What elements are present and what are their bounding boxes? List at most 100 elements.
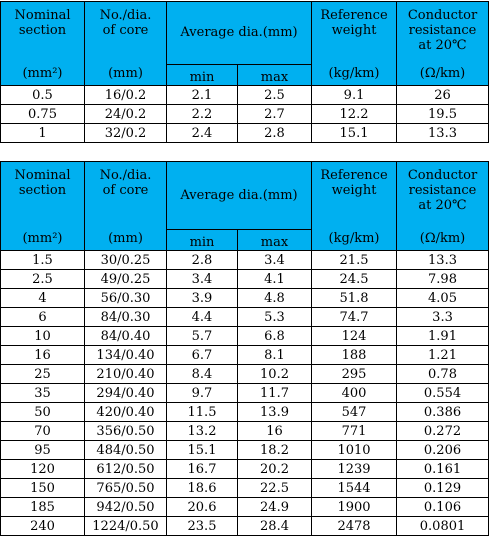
cell-core: 16/0.2 bbox=[84, 85, 167, 105]
cell-min-dia: 8.4 bbox=[166, 364, 238, 384]
header-nominal-line2: section bbox=[18, 183, 67, 198]
table-row: 0.5 16/0.2 2.1 2.5 9.1 26 bbox=[0, 85, 489, 105]
cell-min-dia: 2.4 bbox=[166, 123, 238, 143]
header-nominal-unit: (mm²) bbox=[22, 231, 63, 246]
cell-nominal-section: 0.5 bbox=[0, 85, 85, 105]
cell-conductor-resistance: 1.91 bbox=[396, 326, 489, 346]
cell-conductor-resistance: 26 bbox=[396, 85, 489, 105]
cell-min-dia: 3.4 bbox=[166, 269, 238, 289]
cell-reference-weight: 124 bbox=[311, 326, 398, 346]
cell-core: 612/0.50 bbox=[84, 459, 167, 479]
header-res-line3: at 20℃ bbox=[418, 198, 467, 213]
cell-conductor-resistance: 0.106 bbox=[396, 497, 489, 517]
cell-reference-weight: 400 bbox=[311, 383, 398, 403]
cell-conductor-resistance: 7.98 bbox=[396, 269, 489, 289]
cell-reference-weight: 21.5 bbox=[311, 250, 398, 270]
table-row: 16 134/0.40 6.7 8.1 188 1.21 bbox=[0, 345, 489, 365]
header-ref-line1: Reference bbox=[320, 168, 388, 183]
table-row: 6 84/0.30 4.4 5.3 74.7 3.3 bbox=[0, 307, 489, 327]
cell-min-dia: 15.1 bbox=[166, 440, 238, 460]
header-core-line1: No./dia. bbox=[99, 168, 152, 183]
cell-min-dia: 23.5 bbox=[166, 516, 238, 536]
header-core: No./dia. of core (mm) bbox=[84, 161, 167, 251]
cell-max-dia: 18.2 bbox=[236, 440, 313, 460]
cell-nominal-section: 50 bbox=[0, 402, 85, 422]
cell-conductor-resistance: 0.78 bbox=[396, 364, 489, 384]
cell-reference-weight: 1010 bbox=[311, 440, 398, 460]
cell-max-dia: 22.5 bbox=[236, 478, 313, 498]
cell-conductor-resistance: 0.206 bbox=[396, 440, 489, 460]
header-nominal-section: Nominal section (mm²) bbox=[0, 161, 85, 251]
cell-conductor-resistance: 0.0801 bbox=[396, 516, 489, 536]
header-core: No./dia. of core (mm) bbox=[84, 1, 167, 86]
cell-max-dia: 8.1 bbox=[236, 345, 313, 365]
cell-max-dia: 28.4 bbox=[236, 516, 313, 536]
table-row: 240 1224/0.50 23.5 28.4 2478 0.0801 bbox=[0, 516, 489, 536]
cell-conductor-resistance: 0.554 bbox=[396, 383, 489, 403]
header-ref-unit: (kg/km) bbox=[328, 66, 380, 81]
cell-max-dia: 3.4 bbox=[236, 250, 313, 270]
cell-conductor-resistance: 4.05 bbox=[396, 288, 489, 308]
cell-nominal-section: 150 bbox=[0, 478, 85, 498]
cell-nominal-section: 16 bbox=[0, 345, 85, 365]
spec-table-small-sections: Nominal section (mm²) No./dia. of core (… bbox=[0, 1, 489, 143]
cell-max-dia: 2.5 bbox=[236, 85, 313, 105]
header-reference-weight: Reference weight (kg/km) bbox=[311, 1, 398, 86]
cell-reference-weight: 51.8 bbox=[311, 288, 398, 308]
cell-nominal-section: 120 bbox=[0, 459, 85, 479]
header-core-line1: No./dia. bbox=[99, 8, 152, 23]
cell-min-dia: 4.4 bbox=[166, 307, 238, 327]
header-res-line1: Conductor bbox=[407, 168, 478, 183]
cell-reference-weight: 9.1 bbox=[311, 85, 398, 105]
cell-core: 24/0.2 bbox=[84, 104, 167, 124]
header-reference-weight: Reference weight (kg/km) bbox=[311, 161, 398, 251]
cell-reference-weight: 1239 bbox=[311, 459, 398, 479]
cell-max-dia: 10.2 bbox=[236, 364, 313, 384]
table-row: 150 765/0.50 18.6 22.5 1544 0.129 bbox=[0, 478, 489, 498]
cell-core: 49/0.25 bbox=[84, 269, 167, 289]
cell-reference-weight: 771 bbox=[311, 421, 398, 441]
header-nominal-line2: section bbox=[18, 23, 67, 38]
cell-min-dia: 20.6 bbox=[166, 497, 238, 517]
table-row: 4 56/0.30 3.9 4.8 51.8 4.05 bbox=[0, 288, 489, 308]
header-min-label: min bbox=[189, 70, 215, 85]
cell-min-dia: 16.7 bbox=[166, 459, 238, 479]
cell-conductor-resistance: 0.129 bbox=[396, 478, 489, 498]
header-res-line1: Conductor bbox=[407, 8, 478, 23]
header-ref-line2: weight bbox=[331, 23, 377, 38]
cell-min-dia: 2.8 bbox=[166, 250, 238, 270]
table-body: 1.5 30/0.25 2.8 3.4 21.5 13.3 2.5 49/0.25 3.4 4.1… bbox=[0, 250, 489, 536]
cell-core: 1224/0.50 bbox=[84, 516, 167, 536]
cell-conductor-resistance: 19.5 bbox=[396, 104, 489, 124]
header-nominal-line1: Nominal bbox=[14, 8, 71, 23]
header-core-unit: (mm) bbox=[108, 231, 143, 246]
header-max-label: max bbox=[260, 70, 289, 85]
header-ref-line1: Reference bbox=[320, 8, 388, 23]
table-row: 50 420/0.40 11.5 13.9 547 0.386 bbox=[0, 402, 489, 422]
cell-max-dia: 13.9 bbox=[236, 402, 313, 422]
cell-reference-weight: 547 bbox=[311, 402, 398, 422]
header-core-unit: (mm) bbox=[108, 66, 143, 81]
cell-nominal-section: 95 bbox=[0, 440, 85, 460]
cell-max-dia: 24.9 bbox=[236, 497, 313, 517]
cell-nominal-section: 1.5 bbox=[0, 250, 85, 270]
cell-nominal-section: 35 bbox=[0, 383, 85, 403]
cell-conductor-resistance: 13.3 bbox=[396, 250, 489, 270]
cell-conductor-resistance: 3.3 bbox=[396, 307, 489, 327]
cell-reference-weight: 15.1 bbox=[311, 123, 398, 143]
table-spacer bbox=[0, 145, 489, 161]
table-row: 2.5 49/0.25 3.4 4.1 24.5 7.98 bbox=[0, 269, 489, 289]
cell-core: 134/0.40 bbox=[84, 345, 167, 365]
cell-core: 484/0.50 bbox=[84, 440, 167, 460]
cell-min-dia: 6.7 bbox=[166, 345, 238, 365]
cell-reference-weight: 188 bbox=[311, 345, 398, 365]
cell-min-dia: 9.7 bbox=[166, 383, 238, 403]
cell-nominal-section: 4 bbox=[0, 288, 85, 308]
cell-min-dia: 11.5 bbox=[166, 402, 238, 422]
spec-table-large-sections: Nominal section (mm²) No./dia. of core (… bbox=[0, 161, 489, 536]
cell-reference-weight: 2478 bbox=[311, 516, 398, 536]
header-conductor-resistance: Conductor resistance at 20℃ (Ω/km) bbox=[396, 161, 489, 251]
header-nominal-section: Nominal section (mm²) bbox=[0, 1, 85, 86]
table-header: Nominal section (mm²) No./dia. of core (… bbox=[0, 1, 489, 87]
header-average-dia: Average dia.(mm) bbox=[165, 1, 313, 65]
